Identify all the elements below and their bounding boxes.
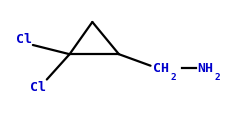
Text: CH: CH [152, 62, 168, 75]
Text: NH: NH [197, 62, 212, 75]
Text: Cl: Cl [16, 32, 32, 45]
Text: 2: 2 [170, 72, 175, 81]
Text: Cl: Cl [29, 80, 45, 93]
Text: 2: 2 [214, 72, 219, 81]
